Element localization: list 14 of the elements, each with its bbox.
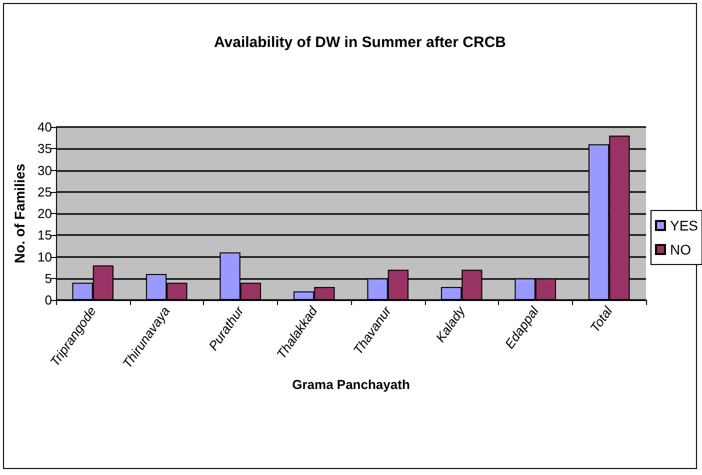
y-tick-label: 35 xyxy=(38,141,52,156)
chart-title: Availability of DW in Summer after CRCB xyxy=(214,34,506,51)
legend-label: YES xyxy=(670,218,698,234)
x-axis-title: Grama Panchayath xyxy=(292,377,410,392)
y-axis-title: No. of Families xyxy=(12,164,28,264)
y-tick-label: 5 xyxy=(44,270,52,286)
y-tick-label: 40 xyxy=(38,120,52,134)
y-tick-label: 0 xyxy=(44,292,52,308)
y-tick-label: 25 xyxy=(38,184,52,200)
y-tick-label: 15 xyxy=(38,228,52,243)
y-tick-label: 10 xyxy=(38,249,52,264)
y-tick-label: 30 xyxy=(38,162,52,178)
y-tick-label: 20 xyxy=(38,206,52,221)
legend-label: NO xyxy=(670,242,692,258)
